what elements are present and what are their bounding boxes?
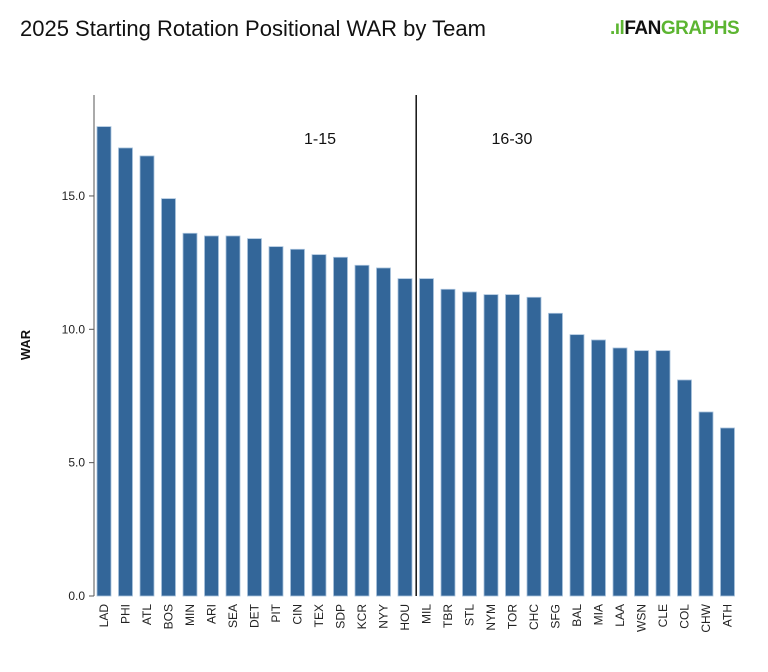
x-tick-label: HOU — [398, 604, 412, 631]
x-tick-label: SEA — [226, 604, 240, 628]
x-tick-label: BAL — [570, 604, 584, 627]
bar-lad — [96, 126, 112, 597]
x-tick-label: TEX — [312, 604, 326, 627]
bar-nym — [483, 294, 499, 597]
x-tick-label: NYM — [484, 604, 498, 631]
x-tick-label: CIN — [291, 604, 305, 625]
bar-stl — [462, 291, 477, 597]
bar-hou — [397, 278, 413, 597]
bar-wsn — [634, 350, 649, 597]
x-tick-label: MIL — [420, 604, 434, 624]
bar-bos — [161, 198, 176, 597]
y-tick-label: 5.0 — [68, 456, 85, 470]
bar-tbr — [440, 288, 456, 597]
x-tick-label: WSN — [635, 604, 649, 632]
x-tick-label: NYY — [377, 604, 391, 629]
bar-sfg — [548, 312, 563, 597]
bar-min — [182, 232, 198, 597]
x-tick-label: TBR — [441, 604, 455, 628]
fangraphs-logo: .ılFANGRAPHS — [610, 18, 740, 39]
bar-cle — [655, 350, 671, 597]
bar-mia — [591, 339, 606, 597]
x-tick-label: PIT — [269, 603, 283, 622]
bar-sea — [225, 235, 241, 597]
annotation-16-30: 16-30 — [492, 131, 533, 148]
bar-col — [677, 379, 692, 597]
bar-tex — [311, 254, 327, 597]
bar-nyy — [376, 267, 391, 597]
x-tick-label: SDP — [334, 604, 348, 629]
y-axis-label: WAR — [18, 329, 33, 360]
x-tick-label: PHI — [119, 604, 133, 624]
bar-chc — [526, 296, 542, 597]
bar-det — [247, 238, 262, 597]
y-tick-label: 15.0 — [62, 189, 86, 203]
x-tick-label: CHC — [527, 604, 541, 630]
x-tick-label: SFG — [549, 604, 563, 629]
x-tick-label: DET — [248, 603, 262, 628]
chart-title: 2025 Starting Rotation Positional WAR by… — [20, 16, 486, 41]
bar-tor — [505, 294, 520, 597]
x-tick-label: ARI — [205, 604, 219, 624]
x-tick-label: STL — [463, 604, 477, 626]
bar-laa — [612, 347, 628, 597]
x-tick-label: KCR — [355, 604, 369, 630]
bar-ath — [720, 427, 735, 597]
x-tick-label: MIN — [183, 604, 197, 626]
bar-mil — [419, 278, 434, 597]
annotation-1-15: 1-15 — [304, 131, 336, 148]
bar-chw — [698, 411, 714, 597]
x-tick-label: LAA — [613, 604, 627, 627]
x-tick-label: TOR — [506, 604, 520, 629]
x-tick-label: LAD — [97, 604, 111, 628]
bar-cin — [290, 248, 305, 597]
bar-sdp — [333, 256, 348, 597]
x-tick-label: MIA — [592, 604, 606, 625]
bar-phi — [118, 147, 133, 597]
x-tick-label: CLE — [656, 604, 670, 627]
bar-bal — [569, 334, 585, 597]
x-tick-label: CHW — [699, 603, 713, 632]
y-tick-label: 0.0 — [68, 589, 85, 603]
x-tick-label: BOS — [162, 604, 176, 629]
bar-kcr — [354, 264, 370, 597]
bar-pit — [268, 246, 284, 597]
y-tick-label: 10.0 — [62, 322, 86, 336]
bar-ari — [204, 235, 219, 597]
x-tick-label: COL — [678, 604, 692, 629]
x-tick-label: ATH — [721, 604, 735, 627]
x-tick-label: ATL — [140, 604, 154, 625]
bar-atl — [139, 155, 155, 597]
